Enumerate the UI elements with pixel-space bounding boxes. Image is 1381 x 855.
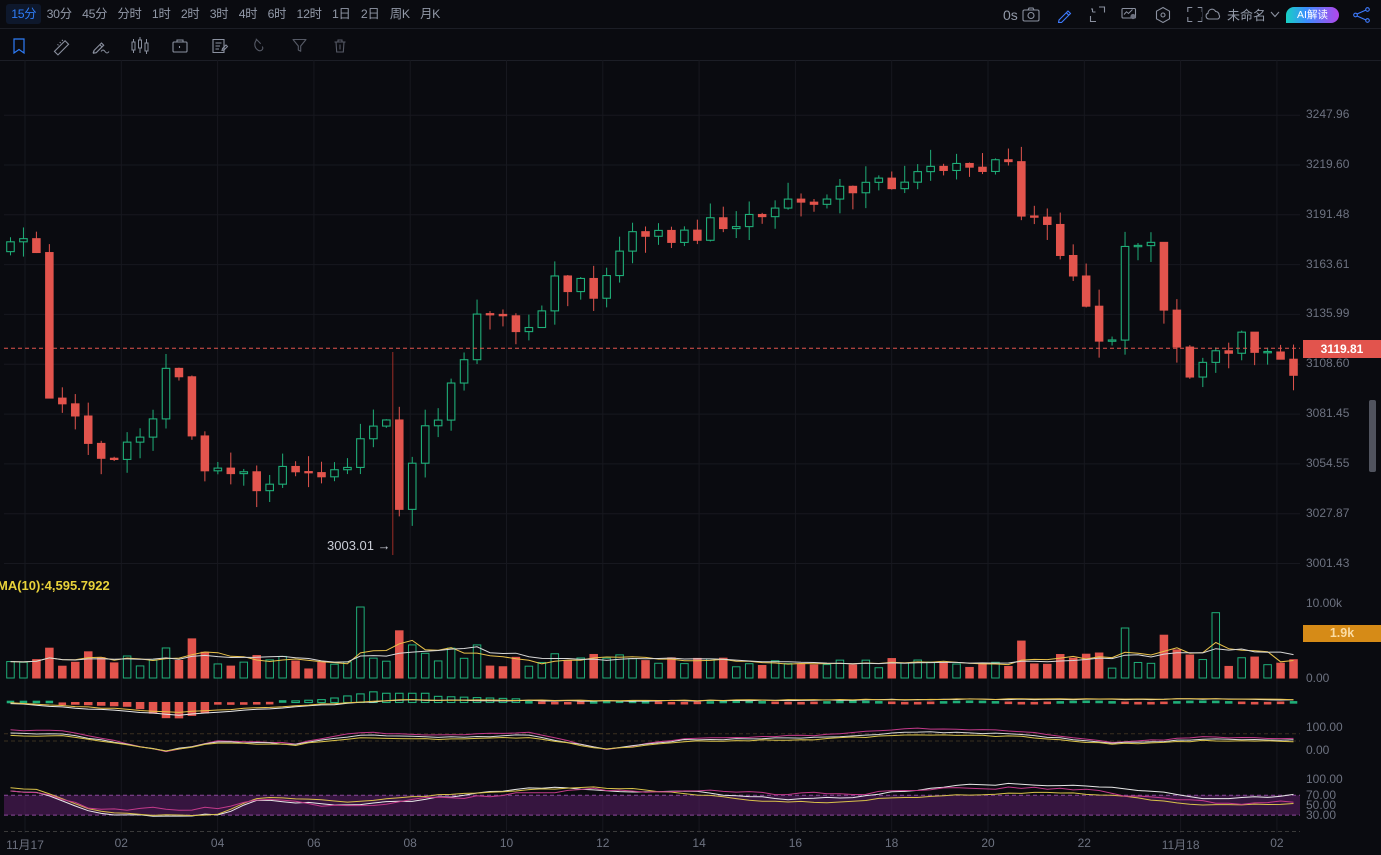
svg-text:MA(10):4,595.7922: MA(10):4,595.7922: [0, 578, 110, 593]
